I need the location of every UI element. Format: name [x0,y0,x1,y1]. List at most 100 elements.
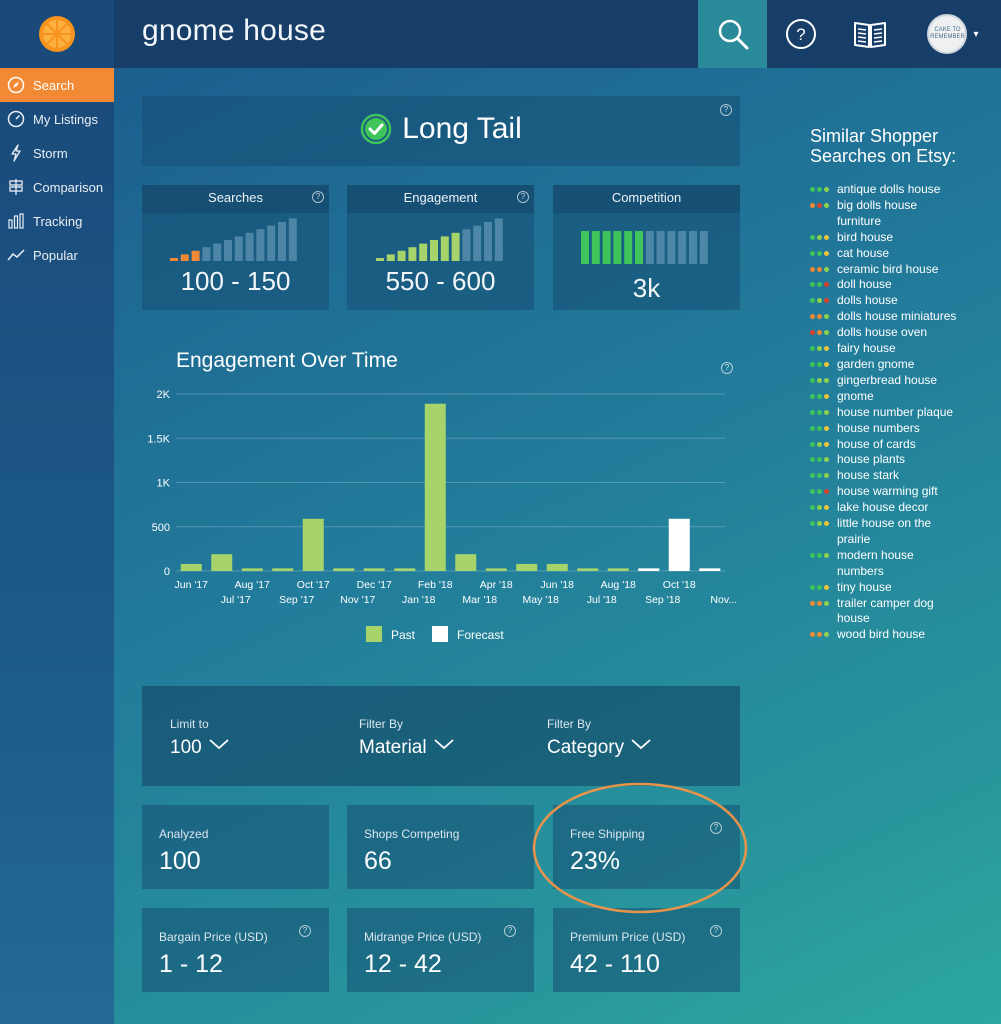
similar-search-term[interactable]: antique dolls house [810,182,960,198]
bar-past[interactable] [455,554,477,571]
similar-search-term[interactable]: little house on the prairie [810,516,960,548]
similar-search-term[interactable]: trailer camper dog house [810,596,960,628]
indicator-dot [810,330,815,336]
bar-past[interactable] [516,563,538,571]
indicator-dot [817,298,822,304]
bar-past[interactable] [607,568,629,571]
sidebar-item-search[interactable]: Search [0,68,114,102]
sidebar-item-popular[interactable]: Popular [0,238,114,272]
category-dropdown[interactable]: Category [547,737,652,759]
bar-past[interactable] [180,563,202,571]
x-tick-label: Feb '18 [418,579,453,591]
meter-bar [678,231,687,264]
similar-search-term[interactable]: ceramic bird house [810,262,960,278]
logo[interactable] [0,0,114,68]
similar-search-term[interactable]: garden gnome [810,357,960,373]
similar-search-term[interactable]: lake house decor [810,500,960,516]
search-query[interactable]: gnome house [142,14,327,47]
legend-swatch-past [366,626,382,642]
stat-label: Free Shipping [570,827,645,841]
similar-search-term[interactable]: house number plaque [810,405,960,421]
metric-header [142,185,329,213]
competition-dots [810,500,837,516]
bar-past[interactable] [363,568,385,571]
sidebar-item-tracking[interactable]: Tracking [0,204,114,238]
bar-forecast[interactable] [638,568,660,571]
similar-search-term[interactable]: gingerbread house [810,373,960,389]
orange-logo-icon [39,16,75,52]
legend-label-forecast: Forecast [457,628,504,642]
competition-dots [810,325,837,341]
similar-search-term[interactable]: dolls house oven [810,325,960,341]
bar-past[interactable] [546,563,568,571]
help-icon[interactable]: ? [504,925,516,937]
limit-dropdown[interactable]: 100 [170,737,230,759]
sidebar-item-my-listings[interactable]: My Listings [0,102,114,136]
indicator-dot [810,250,815,256]
help-icon[interactable]: ? [720,104,732,116]
competition-dots [810,516,837,548]
similar-search-text: dolls house miniatures [837,309,957,324]
indicator-dot [810,266,815,272]
similar-search-term[interactable]: house stark [810,468,960,484]
bar-past[interactable] [272,568,294,571]
guide-button[interactable] [835,0,905,68]
meter-bar [191,250,200,261]
x-tick-label: Aug '18 [601,579,636,591]
help-icon[interactable]: ? [710,925,722,937]
help-icon[interactable]: ? [517,191,529,203]
metric-card-searches: Searches ? 100 - 150 [142,185,329,310]
account-menu[interactable]: CAKE TO REMEMBER ▾ [905,0,1001,68]
help-button[interactable]: ? [767,0,835,68]
meter-bar [288,218,297,261]
sidebar-item-storm[interactable]: Storm [0,136,114,170]
bar-past[interactable] [211,554,233,571]
similar-search-text: bird house [837,229,894,244]
material-label: Filter By [359,717,404,731]
indicator-dot [824,632,829,638]
search-button[interactable] [698,0,767,68]
y-tick-label: 0 [164,566,170,578]
sidebar-item-comparison[interactable]: Comparison [0,170,114,204]
similar-search-term[interactable]: house numbers [810,421,960,437]
similar-search-term[interactable]: gnome [810,389,960,405]
competition-dots [810,580,837,596]
bar-past[interactable] [241,568,263,571]
help-icon[interactable]: ? [710,822,722,834]
similar-search-term[interactable]: house of cards [810,437,960,453]
similar-search-term[interactable]: bird house [810,230,960,246]
bar-forecast[interactable] [668,518,690,571]
similar-search-term[interactable]: fairy house [810,341,960,357]
similar-search-term[interactable]: dolls house [810,293,960,309]
indicator-dot [817,282,822,288]
similar-search-term[interactable]: doll house [810,277,960,293]
indicator-dot [817,330,822,336]
meter-bar [430,240,438,261]
help-icon[interactable]: ? [312,191,324,203]
x-tick-label: Jul '18 [587,594,617,606]
metric-value: 100 - 150 [180,266,291,296]
similar-search-term[interactable]: dolls house miniatures [810,309,960,325]
limit-label: Limit to [170,717,209,731]
bar-past[interactable] [485,568,507,571]
bar-past[interactable] [302,518,324,571]
bar-past[interactable] [394,568,416,571]
similar-search-term[interactable]: house warming gift [810,484,960,500]
bar-past[interactable] [333,568,355,571]
bar-forecast[interactable] [699,568,721,571]
material-dropdown[interactable]: Material [359,737,455,759]
help-icon[interactable]: ? [721,362,733,374]
help-icon[interactable]: ? [299,925,311,937]
similar-search-term[interactable]: big dolls house furniture [810,198,960,230]
bar-past[interactable] [577,568,599,571]
bar-past[interactable] [424,403,446,571]
indicator-dot [810,234,815,240]
indicator-dot [810,441,815,447]
stat-midrange-price: Midrange Price (USD) 12 - 42 ? [347,908,534,992]
similar-search-term[interactable]: cat house [810,246,960,262]
similar-search-term[interactable]: wood bird house [810,627,960,643]
similar-search-term[interactable]: modern house numbers [810,548,960,580]
similar-search-term[interactable]: house plants [810,452,960,468]
similar-search-term[interactable]: tiny house [810,580,960,596]
highlight-circle [532,782,748,914]
